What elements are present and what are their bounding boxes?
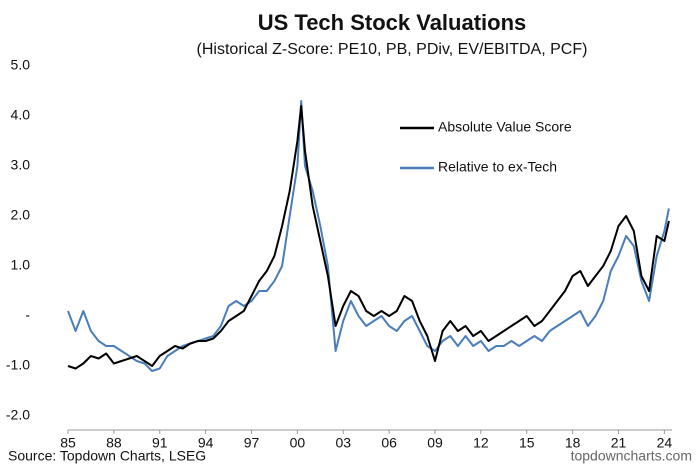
x-tick-label: 15 <box>519 435 535 451</box>
series-line <box>67 100 670 372</box>
y-tick-label: 1.0 <box>11 257 31 273</box>
y-tick-label: 5.0 <box>11 57 31 73</box>
legend-label: Absolute Value Score <box>438 119 572 135</box>
y-tick-label: - <box>25 307 30 323</box>
x-tick-label: 21 <box>611 435 627 451</box>
y-tick-label: 2.0 <box>11 207 31 223</box>
x-tick-label: 00 <box>290 435 306 451</box>
series-line <box>67 105 670 370</box>
y-tick-label: 4.0 <box>11 107 31 123</box>
x-tick-label: 18 <box>565 435 581 451</box>
chart-subtitle: (Historical Z-Score: PE10, PB, PDiv, EV/… <box>197 41 588 58</box>
y-tick-label: 3.0 <box>11 157 31 173</box>
x-tick-label: 94 <box>198 435 214 451</box>
x-tick-label: 09 <box>427 435 443 451</box>
source: Source: Topdown Charts, LSEG <box>8 448 206 464</box>
x-tick-label: 91 <box>152 435 168 451</box>
watermark: topdowncharts.com <box>571 448 692 464</box>
chart-title: US Tech Stock Valuations <box>258 10 527 35</box>
x-tick-label: 06 <box>381 435 397 451</box>
legend-label: Relative to ex-Tech <box>438 159 557 175</box>
x-tick-label: 24 <box>657 435 673 451</box>
x-tick-label: 97 <box>244 435 260 451</box>
y-tick-label: -2.0 <box>6 407 30 423</box>
x-tick-label: 88 <box>106 435 122 451</box>
y-tick-label: -1.0 <box>6 357 30 373</box>
x-tick-label: 03 <box>335 435 351 451</box>
x-tick-label: 12 <box>473 435 489 451</box>
x-tick-label: 85 <box>60 435 76 451</box>
